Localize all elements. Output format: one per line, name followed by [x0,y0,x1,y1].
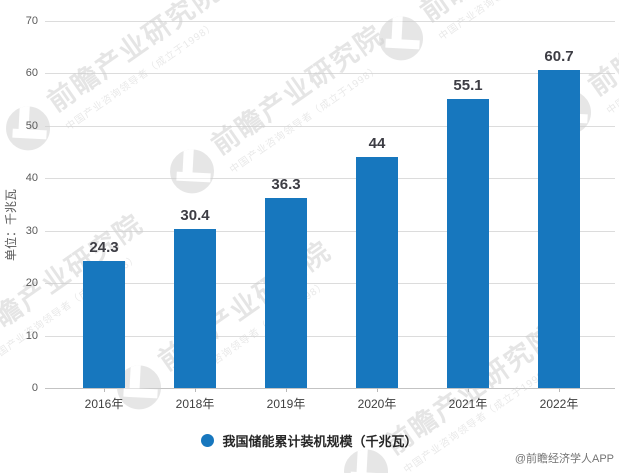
y-tick-label: 60 [25,67,38,80]
y-tick-label: 0 [31,382,38,394]
x-category-label: 2021年 [448,397,488,411]
gridline [45,335,615,337]
legend-marker-circle-icon [201,434,215,447]
gridline [45,21,615,22]
bar-value-label: 60.7 [544,47,574,65]
x-category-label: 2019年 [266,397,306,411]
bar-2021年 [447,99,489,388]
x-category-label: 2018年 [175,397,215,411]
gridline [45,73,615,75]
bar-value-label: 24.3 [89,238,119,256]
y-tick-label: 20 [25,277,38,290]
gridline [45,230,615,232]
bar-value-label: 30.4 [180,206,210,224]
x-tick [286,388,287,392]
x-category-label: 2020年 [357,397,397,411]
x-tick [377,388,378,392]
y-tick-label: 40 [25,172,38,185]
bar-value-label: 36.3 [271,175,301,193]
bar-2022年 [538,69,580,388]
bar-2018年 [174,228,216,388]
x-category-label: 2022年 [539,397,579,411]
bar-value-label: 44 [368,135,386,153]
y-tick-label: 50 [25,119,38,132]
legend: 我国储能累计装机规模（千兆瓦） [0,431,619,450]
gridline [45,283,615,285]
x-tick [104,388,105,392]
y-tick-label: 30 [25,224,38,237]
x-tick [559,388,560,392]
x-tick [195,388,196,392]
bar-2020年 [356,157,398,388]
x-axis-line [45,388,615,389]
bar-value-label: 55.1 [453,77,483,95]
gridline [45,125,615,127]
bar-2016年 [83,260,125,388]
x-category-label: 2016年 [84,397,124,411]
y-tick-label: 10 [25,329,38,342]
y-axis: 0 10 20 30 40 50 60 70 [0,15,38,394]
gridline [45,178,615,180]
copyright-text: @前瞻经济学人APP [514,453,614,465]
plot-area: 24.3 2016年 30.4 2018年 36.3 2019年 44 2020年 55.1 20… [45,21,615,411]
y-tick-label: 70 [25,15,38,27]
x-tick [468,388,469,392]
bar-2019年 [265,197,307,388]
legend-label: 我国储能累计装机规模（千兆瓦） [222,434,418,449]
